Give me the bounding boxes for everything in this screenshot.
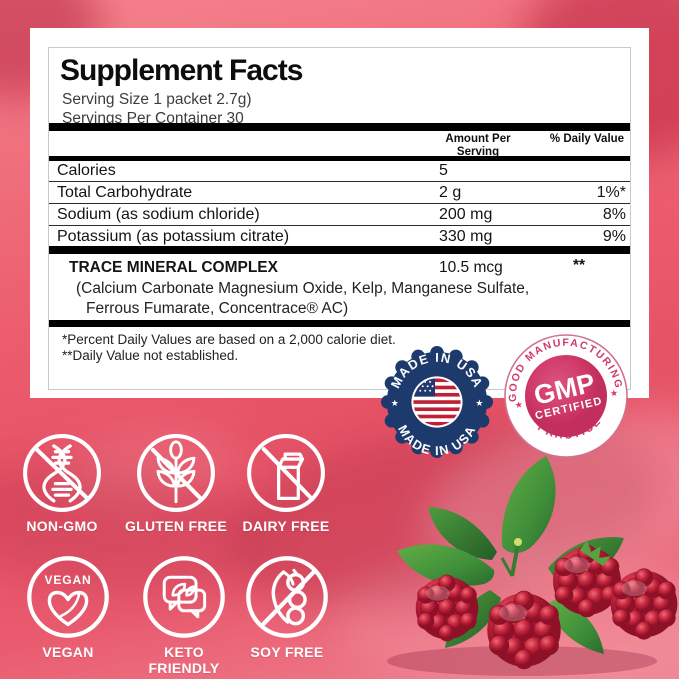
nutrient-name: Sodium (as sodium chloride) [57,206,260,223]
thick-divider-3 [49,320,630,327]
trace-mineral-complex-amount: 10.5 mcg [439,259,503,276]
gmp-certified-badge: GOOD MANUFACTURING PRACTICE ★ ★ GMP CERT… [502,332,628,458]
gmp-inner-circle [525,355,607,437]
claim-non-gmo: NON-GMO [7,432,117,534]
made-in-usa-badge: MADE IN USA MADE IN USA ★ ★ [380,345,494,458]
nutrient-dv: 9% [602,228,626,245]
supplement-facts-box: Supplement Facts Serving Size 1 packet 2… [48,47,631,390]
servings-per-container-text: Servings Per Container 30 [62,110,244,127]
claim-label: VEGAN [42,644,94,660]
gluten-free-icon [137,434,215,512]
claim-soy-free: SOY FREE [232,554,342,660]
nutrient-row-sodium: Sodium (as sodium chloride) 200 mg 8% [49,204,630,226]
claim-label: DAIRY FREE [242,518,330,534]
column-header-daily-value: % Daily Value [549,133,625,145]
trace-mineral-complex-dv: ** [572,257,586,274]
trace-mineral-complex-name: TRACE MINERAL COMPLEX [69,259,278,276]
vegan-inner-text: VEGAN [44,573,91,587]
dairy-free-icon [247,434,325,512]
claim-vegan: VEGAN VEGAN [13,554,123,660]
claim-gluten-free: GLUTEN FREE [121,432,231,534]
raspberries-image [387,456,678,676]
nutrient-name: Potassium (as potassium citrate) [57,228,290,245]
supplement-facts-panel: Supplement Facts Serving Size 1 packet 2… [30,28,649,398]
usa-star-left: ★ [391,398,399,408]
claim-label: SOY FREE [250,644,324,660]
claim-dairy-free: DAIRY FREE [231,432,341,534]
nutrient-amount: 200 mg [439,206,493,223]
gmp-star-right: ★ [609,388,618,399]
footnote-daily-value: **Daily Value not established. [62,348,239,363]
nutrient-dv: 1%* [596,184,626,201]
claim-label: GLUTEN FREE [124,518,228,534]
supplement-facts-title: Supplement Facts [60,54,303,87]
nutrient-dv: 8% [602,206,626,223]
claim-label: NON-GMO [26,518,98,534]
claim-keto-friendly: KETO FRIENDLY [129,554,239,676]
nutrient-row-calories: Calories 5 [49,160,630,182]
nutrient-row-carbohydrate: Total Carbohydrate 2 g 1%* [49,182,630,204]
nutrient-amount: 2 g [439,184,462,201]
claim-label: KETO FRIENDLY [148,644,220,676]
thick-divider-1 [49,123,630,131]
keto-friendly-icon [143,556,225,638]
ingredients-line-2: Ferrous Fumarate, Concentrace® AC) [86,300,349,317]
non-gmo-icon [23,434,101,512]
footnote-percent-daily-values: *Percent Daily Values are based on a 2,0… [62,332,396,347]
thick-divider-2 [49,246,630,254]
nutrient-row-potassium: Potassium (as potassium citrate) 330 mg … [49,226,630,247]
nutrient-name: Calories [57,162,116,179]
soy-free-icon [246,556,328,638]
nutrient-amount: 330 mg [439,228,493,245]
nutrient-amount: 5 [439,162,448,179]
vegan-icon: VEGAN [27,556,109,638]
usa-star-right: ★ [475,398,483,408]
column-header-amount: Amount Per Serving [445,133,511,158]
ingredients-line-1: (Calcium Carbonate Magnesium Oxide, Kelp… [76,280,530,297]
gmp-star-left: ★ [514,399,523,410]
nutrient-name: Total Carbohydrate [57,184,193,201]
serving-size-text: Serving Size 1 packet 2.7g) [62,91,252,108]
medium-divider [49,156,630,161]
